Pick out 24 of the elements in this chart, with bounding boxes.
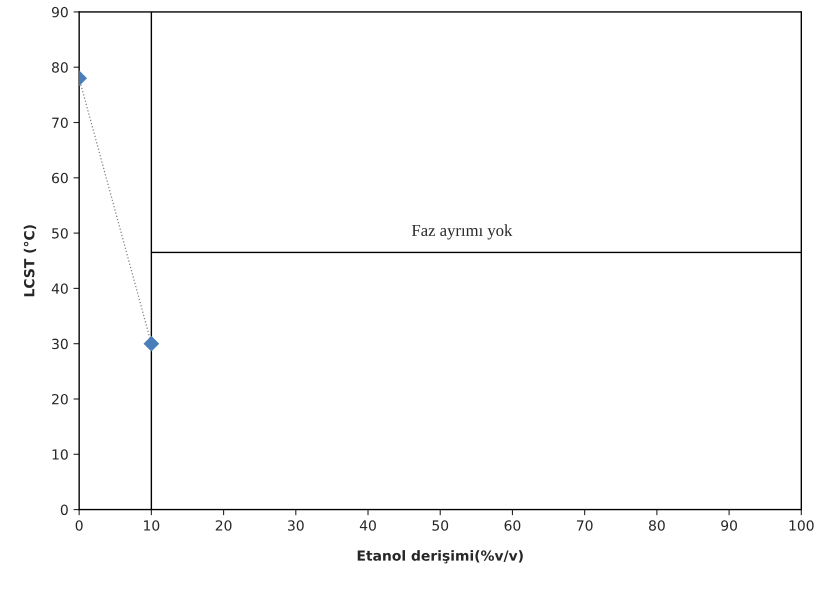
x-tick-label: 20 [216,520,232,531]
x-tick-label: 10 [144,520,160,531]
y-tick-label: 40 [52,283,68,294]
y-tick-label: 70 [52,117,68,128]
x-tick-label: 40 [360,520,376,531]
x-axis-title: Etanol derişimi(%v/v) [358,550,523,564]
y-tick-label: 30 [52,338,68,350]
y-tick-label: 20 [52,394,68,404]
x-tick-label: 0 [76,520,83,531]
y-tick-label: 80 [52,62,68,73]
x-tick-label: 70 [576,520,593,531]
y-tick-label: 50 [52,228,68,239]
x-tick-label: 50 [432,520,448,531]
x-tick-label: 80 [648,520,665,531]
x-tick-label: 100 [790,520,814,531]
y-tick-label: 0 [60,504,68,516]
y-tick-label: 10 [52,449,68,460]
annotation: Faz ayrımı yok [412,224,512,240]
x-tick-label: 90 [721,520,738,531]
x-tick-label: 30 [288,520,304,531]
y-tick-label: 60 [52,172,68,184]
y-tick-label: 90 [52,6,68,18]
y-axis-title: LCST (°C) [24,225,36,296]
x-tick-label: 60 [504,520,520,531]
